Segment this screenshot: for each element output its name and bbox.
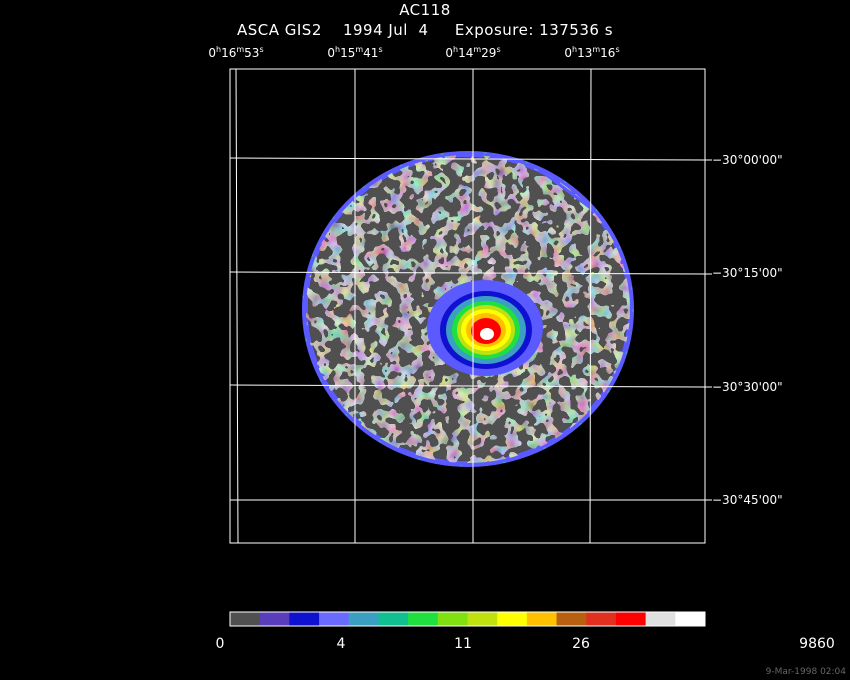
dec-tick-label: −30°00'00" (712, 153, 783, 167)
colorbar-swatch (467, 612, 498, 626)
colorbar-label: 4 (336, 636, 346, 652)
colorbar-swatch (378, 612, 409, 626)
dec-tick-label: −30°30'00" (712, 380, 783, 394)
detector-rim-speckle (302, 151, 634, 467)
observation-info: ASCA GIS2 1994 Jul 4 Exposure: 137536 s (236, 21, 614, 39)
colorbar-label: 11 (454, 636, 472, 652)
ra-tick-label: 0h14m29s (445, 45, 501, 60)
colorbar-swatch (586, 612, 617, 626)
colorbar-swatch (526, 612, 558, 626)
colorbar-label: 26 (572, 636, 590, 652)
colorbar-swatch (259, 612, 290, 626)
dec-tick-label: −30°15'00" (712, 266, 783, 280)
colorbar-swatch (408, 612, 439, 626)
ra-tick-label: 0h16m53s (208, 45, 264, 60)
object-name: AC118 (399, 1, 451, 19)
colorbar-swatch (675, 612, 706, 626)
colorbar-border (229, 611, 706, 627)
colorbar-swatch (497, 612, 528, 626)
colorbar-swatch (230, 612, 261, 626)
colorbar-swatch (615, 612, 647, 626)
colorbar-label: 9860 (799, 636, 835, 652)
timestamp: 9-Mar-1998 02:04 (765, 667, 846, 677)
detector-rim (302, 151, 634, 467)
colorbar-swatch (319, 612, 350, 626)
colorbar-swatch (348, 612, 379, 626)
colorbar-swatch (437, 612, 468, 626)
dec-tick-label: −30°45'00" (712, 493, 783, 507)
coordinate-grid (229, 68, 712, 544)
colorbar-swatch (645, 612, 676, 626)
colorbar-label: 0 (215, 636, 225, 652)
xray-source (427, 280, 543, 376)
ra-tick-label: 0h15m41s (327, 45, 383, 60)
colorbar-swatch (289, 612, 320, 626)
colorbar-swatch (556, 612, 587, 626)
colorbar (230, 612, 706, 626)
ra-tick-label: 0h13m16s (564, 45, 620, 60)
